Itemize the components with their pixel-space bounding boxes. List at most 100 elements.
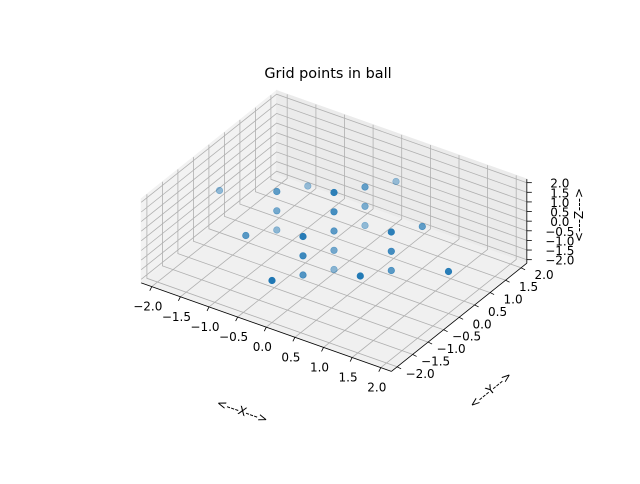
y-tick-mark — [412, 354, 417, 357]
data-point — [330, 246, 338, 254]
gridline-z — [140, 161, 527, 271]
grid-lines — [140, 93, 527, 368]
y-tick-label: −1.0 — [437, 342, 466, 356]
gridline-x — [151, 94, 288, 287]
data-point — [330, 265, 338, 274]
x-tick-mark — [263, 326, 267, 332]
data-point — [215, 186, 224, 195]
data-point — [444, 267, 453, 276]
gridline-x — [323, 155, 460, 348]
gridline-z — [140, 132, 527, 242]
y-tick-mark — [443, 329, 448, 333]
gridline-x — [266, 134, 403, 328]
data-point — [392, 177, 400, 186]
x-tick-label: 0.0 — [253, 340, 272, 354]
gridline-x — [208, 114, 345, 308]
x-tick-label: −1.0 — [190, 320, 219, 334]
z-tick-label: 0.5 — [550, 206, 569, 220]
y-tick-mark — [458, 316, 464, 320]
x-tick-label: 1.5 — [339, 371, 358, 385]
y-tick-label: 1.0 — [504, 293, 523, 307]
gridline-x — [380, 175, 517, 368]
data-point — [387, 266, 395, 275]
gridline-x — [180, 104, 317, 298]
x-tick-mark — [235, 316, 238, 322]
gridline-y — [223, 132, 475, 306]
data-point — [299, 271, 307, 279]
data-point — [361, 221, 369, 230]
y-tick-label: 0.5 — [488, 305, 507, 319]
y-tick-label: 0.0 — [473, 317, 492, 331]
x-tick-label: 1.0 — [310, 360, 329, 374]
y-tick-label: 2.0 — [535, 268, 554, 282]
z-tick-label: −1.5 — [545, 244, 574, 258]
z-tick-label: 1.0 — [550, 196, 569, 210]
data-point — [387, 247, 395, 255]
z-tick-label: 2.0 — [550, 177, 569, 191]
y-tick-label: −2.0 — [406, 367, 435, 381]
z-tick-label: 0.0 — [550, 215, 569, 229]
x-tick-mark — [378, 367, 382, 372]
gridline-y — [270, 95, 522, 269]
gridline-x — [294, 145, 431, 338]
data-point — [273, 207, 281, 215]
y-tick-mark — [520, 267, 526, 271]
x-tick-mark — [292, 337, 296, 342]
x-tick-mark — [206, 306, 210, 312]
gridline-x — [237, 124, 374, 318]
gridline-y — [239, 119, 491, 293]
gridline-z — [140, 103, 527, 213]
y-tick-mark — [427, 341, 433, 345]
x-tick-label: −2.0 — [133, 300, 162, 314]
chart-title: Grid points in ball — [264, 66, 391, 82]
y-tick-label: −1.5 — [421, 354, 450, 368]
x-tick-label: −1.5 — [162, 310, 191, 324]
x-tick-mark — [178, 296, 181, 301]
x-tick-label: 0.5 — [281, 350, 300, 364]
gridline-z — [140, 151, 527, 261]
x-tick-mark — [149, 286, 153, 291]
gridline-y — [177, 169, 429, 343]
data-point — [299, 232, 307, 241]
gridline-z — [140, 170, 527, 280]
x-tick-label: −0.5 — [219, 330, 248, 344]
y-tick-mark — [489, 292, 495, 295]
y-tick-label: −0.5 — [452, 330, 481, 344]
gridline-x — [351, 165, 489, 358]
z-tick-label: −2.0 — [545, 254, 574, 268]
gridline-z — [140, 93, 527, 203]
gridline-y — [192, 157, 444, 331]
data-point — [361, 183, 369, 191]
gridline-z — [140, 112, 527, 222]
y-tick-mark — [505, 279, 510, 283]
x-tick-mark — [349, 357, 353, 362]
scatter-points — [215, 177, 453, 285]
gridline-y — [161, 181, 413, 355]
data-point — [330, 208, 338, 216]
tick-marks: −2.0−2.0−2.0−1.5−1.5−1.5−1.0−1.0−1.0−0.5… — [133, 177, 574, 395]
data-point — [242, 231, 250, 240]
data-point — [330, 188, 338, 197]
y-tick-mark — [396, 366, 402, 370]
data-point — [418, 222, 426, 231]
gridline-y — [146, 194, 398, 368]
z-tick-label: −0.5 — [545, 225, 574, 239]
data-point — [330, 227, 338, 235]
data-point — [356, 272, 364, 280]
gridline-z — [140, 141, 527, 251]
gridline-y — [254, 107, 506, 281]
z-axis-label: <---Z---> — [572, 188, 586, 242]
data-point — [299, 252, 307, 260]
z-tick-label: −1.0 — [545, 234, 574, 248]
y-tick-label: 1.5 — [519, 280, 538, 294]
data-point — [268, 276, 276, 285]
data-point — [273, 187, 281, 196]
data-point — [304, 182, 312, 190]
gridline-z — [140, 122, 527, 232]
gridline-y — [208, 144, 460, 318]
y-tick-mark — [474, 304, 479, 308]
z-tick-label: 1.5 — [550, 186, 569, 200]
x-tick-mark — [321, 347, 324, 352]
